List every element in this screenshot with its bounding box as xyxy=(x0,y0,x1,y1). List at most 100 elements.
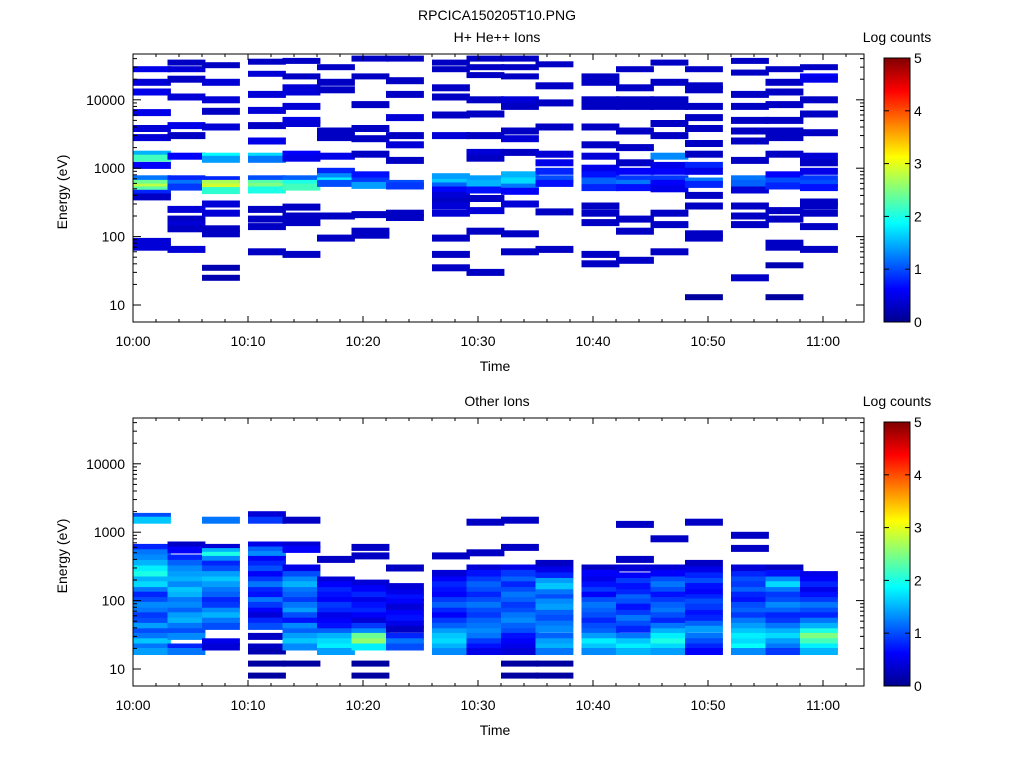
heat-cell xyxy=(202,638,240,646)
heat-cell xyxy=(351,597,390,605)
heat-cell xyxy=(317,587,355,595)
heat-cell xyxy=(765,622,804,630)
heat-cell xyxy=(351,55,390,62)
heat-cell xyxy=(133,628,171,636)
heat-cell xyxy=(501,622,539,630)
x-tick-label: 10:30 xyxy=(460,333,495,349)
heat-cell xyxy=(248,58,286,65)
heat-cell xyxy=(650,535,689,543)
heat-cell xyxy=(800,597,838,605)
heat-cell xyxy=(432,617,470,625)
heat-cell xyxy=(351,552,390,560)
heat-cell xyxy=(731,102,769,110)
heat-cell xyxy=(650,59,689,66)
heat-cell xyxy=(248,205,286,213)
heat-cell xyxy=(133,632,171,640)
heat-cell xyxy=(167,152,206,160)
heat-cell xyxy=(386,214,424,221)
heat-cell xyxy=(501,576,539,584)
heat-cell xyxy=(685,167,723,175)
heat-cell xyxy=(167,175,206,183)
heat-cell xyxy=(800,64,838,71)
heat-cell xyxy=(133,643,171,651)
heat-cell xyxy=(248,546,286,554)
heat-cell xyxy=(351,177,390,185)
panel-other-ions: Other Ions Log counts 10:00 10:10 10:20 10:30… xyxy=(54,393,931,738)
heat-cell xyxy=(765,638,804,646)
heat-cell xyxy=(731,57,769,64)
heat-cell xyxy=(133,88,171,96)
heat-cell xyxy=(800,202,838,210)
heat-cell xyxy=(282,612,321,620)
heat-cell xyxy=(386,564,424,572)
heat-cell xyxy=(650,597,689,605)
heat-cell xyxy=(616,648,654,655)
heat-cell xyxy=(535,648,574,655)
heat-cell xyxy=(765,150,804,158)
heat-cell xyxy=(432,202,470,210)
heat-cell xyxy=(167,632,206,640)
heat-cell xyxy=(466,569,505,577)
y-tick-label: 10000 xyxy=(86,92,125,108)
heat-cell xyxy=(501,177,539,185)
heat-cell xyxy=(581,576,620,584)
heat-cell xyxy=(581,219,620,227)
heat-cell xyxy=(616,167,654,175)
heat-cell xyxy=(501,648,539,655)
heat-cell xyxy=(800,607,838,615)
heat-cell xyxy=(351,135,390,143)
heat-cell xyxy=(386,589,424,597)
heat-cell xyxy=(650,638,689,646)
heat-cell xyxy=(581,648,620,655)
heat-cell xyxy=(167,597,206,605)
heat-cell xyxy=(501,632,539,640)
heat-cell xyxy=(765,569,804,577)
heat-cell xyxy=(501,569,539,577)
heat-cell xyxy=(282,601,321,609)
heat-cell xyxy=(432,186,470,194)
heat-cell xyxy=(282,638,321,646)
heat-cell xyxy=(800,576,838,584)
heat-cell xyxy=(386,77,424,85)
heat-cell xyxy=(685,234,723,242)
heat-cell xyxy=(501,617,539,625)
heat-cell xyxy=(432,628,470,636)
heat-cell xyxy=(765,134,804,142)
heat-cell xyxy=(202,601,240,609)
heat-cell xyxy=(202,155,240,163)
heat-cell xyxy=(685,102,723,110)
heat-cell xyxy=(731,544,769,552)
heat-cell xyxy=(535,614,574,622)
colorbar xyxy=(883,421,911,687)
heat-cell xyxy=(616,96,654,104)
heat-cell xyxy=(248,587,286,595)
heat-cell xyxy=(202,209,240,217)
heat-cell xyxy=(248,551,286,559)
heat-cell xyxy=(351,672,390,679)
heat-cell xyxy=(466,154,505,162)
heat-cell xyxy=(800,159,838,167)
heat-cell xyxy=(650,152,689,160)
heat-cell xyxy=(282,597,321,605)
heat-cell xyxy=(386,620,424,628)
heat-cell xyxy=(535,638,574,646)
heat-cell xyxy=(501,148,539,156)
heat-cell xyxy=(616,215,654,223)
heat-cell xyxy=(133,587,171,595)
heat-cell xyxy=(317,86,355,94)
heat-cell xyxy=(351,543,390,551)
heat-cell xyxy=(501,230,539,238)
heat-cell xyxy=(535,583,574,591)
heat-cell xyxy=(685,125,723,132)
heat-cell xyxy=(501,183,539,191)
heat-cell xyxy=(466,612,505,620)
panel-title: Other Ions xyxy=(464,393,529,409)
heat-cell xyxy=(351,607,390,615)
heat-cell xyxy=(650,622,689,630)
heat-cell xyxy=(432,581,470,589)
heat-cell xyxy=(317,601,355,609)
heat-cell xyxy=(685,614,723,622)
heat-cell xyxy=(133,549,171,557)
heat-cell xyxy=(466,549,505,557)
plot-frame xyxy=(132,53,865,323)
